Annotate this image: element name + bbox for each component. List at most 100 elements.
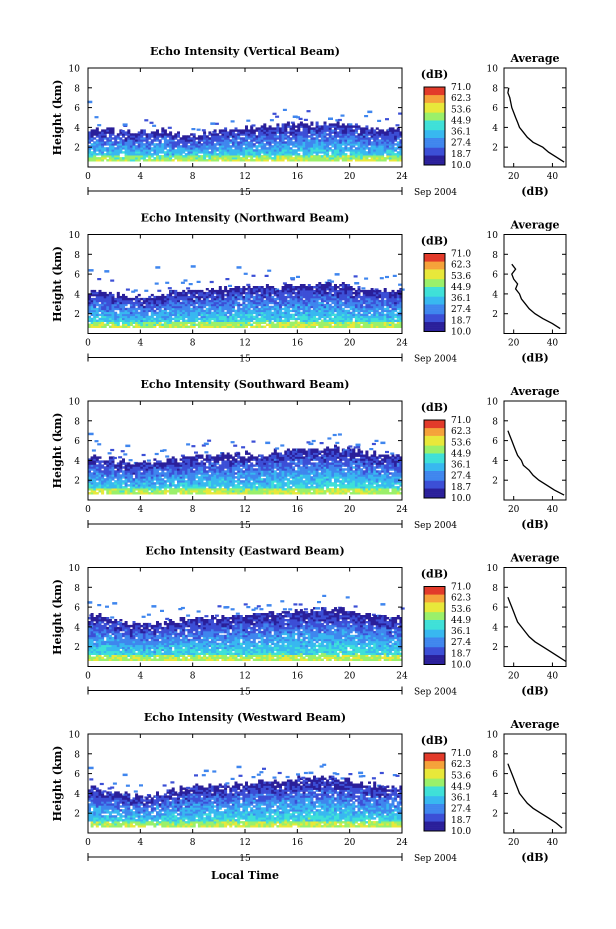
profile-y-tick-label: 2	[492, 144, 498, 154]
y-tick-label: 2	[74, 144, 80, 154]
colorbar-tick-label: 44.9	[451, 449, 471, 459]
x-tick-label: 20	[344, 672, 356, 682]
colorbar-unit: (dB)	[421, 68, 448, 81]
profile-x-tick-label: 20	[508, 838, 520, 848]
x-tick-label: 4	[137, 339, 143, 349]
profile-x-label: (dB)	[521, 851, 548, 864]
x-tick-label: 16	[292, 172, 304, 182]
x-tick-label: 16	[292, 838, 304, 848]
profile-y-tick-label: 4	[492, 290, 498, 300]
echo-outlier	[358, 771, 364, 775]
profile-x-label: (dB)	[521, 185, 548, 198]
profile-y-tick-label: 10	[487, 231, 499, 241]
echo-outlier	[315, 607, 320, 610]
date-month-label: Sep 2004	[414, 188, 457, 198]
profile-y-tick-label: 6	[492, 437, 498, 447]
y-tick-label: 8	[74, 251, 80, 261]
profile-y-tick-label: 8	[492, 251, 498, 261]
average-profile-line	[507, 87, 565, 163]
profile-y-tick-label: 4	[492, 623, 498, 633]
date-day-label: 15	[239, 355, 251, 365]
x-tick-label: 24	[396, 339, 408, 349]
y-axis-label: Height (km)	[51, 80, 64, 156]
y-tick-label: 4	[74, 457, 80, 467]
echo-outlier	[88, 269, 94, 272]
echo-outlier	[88, 432, 94, 436]
y-axis-label: Height (km)	[51, 746, 64, 822]
x-tick-label: 16	[292, 672, 304, 682]
profile-y-tick-label: 10	[487, 731, 499, 741]
profile-y-tick-label: 6	[492, 104, 498, 114]
x-tick-label: 20	[344, 339, 356, 349]
profile-y-tick-label: 8	[492, 750, 498, 760]
echo-outlier	[203, 769, 209, 773]
x-tick-label: 0	[85, 339, 91, 349]
date-day-label: 15	[239, 521, 251, 531]
panel-title: Echo Intensity (Eastward Beam)	[145, 545, 344, 558]
colorbar-tick-label: 53.6	[451, 438, 471, 448]
heatmap-cells	[88, 432, 403, 495]
y-tick-label: 2	[74, 810, 80, 820]
echo-outlier	[380, 603, 386, 606]
profile-y-tick-label: 4	[492, 790, 498, 800]
colorbar	[423, 752, 446, 832]
average-profile-line	[507, 763, 563, 829]
date-month-label: Sep 2004	[414, 355, 457, 365]
colorbar-tick-label: 27.4	[451, 305, 471, 315]
colorbar-tick-label: 53.6	[451, 272, 471, 282]
profile-y-tick-label: 6	[492, 770, 498, 780]
date-month-label: Sep 2004	[414, 521, 457, 531]
profile-x-tick-label: 40	[547, 672, 559, 682]
y-tick-label: 10	[69, 564, 81, 574]
echo-outlier	[88, 766, 94, 770]
x-tick-label: 4	[137, 838, 143, 848]
colorbar	[423, 419, 446, 499]
echo-outlier	[367, 110, 373, 114]
profile-y-tick-label: 2	[492, 310, 498, 320]
colorbar-tick-label: 18.7	[451, 316, 471, 326]
x-tick-label: 24	[396, 838, 408, 848]
x-tick-label: 8	[190, 172, 196, 182]
x-tick-label: 0	[85, 505, 91, 515]
x-tick-label: 0	[85, 672, 91, 682]
y-tick-label: 4	[74, 623, 80, 633]
colorbar-tick-label: 62.3	[451, 760, 471, 770]
profile-y-tick-label: 8	[492, 584, 498, 594]
colorbar-tick-label: 10.0	[451, 328, 471, 338]
y-tick-label: 4	[74, 124, 80, 134]
colorbar-tick-label: 62.3	[451, 261, 471, 271]
colorbar-tick-label: 62.3	[451, 427, 471, 437]
profile-x-label: (dB)	[521, 518, 548, 531]
x-tick-label: 12	[239, 838, 250, 848]
echo-outlier	[334, 273, 340, 276]
colorbar-tick-label: 53.6	[451, 105, 471, 115]
heatmap-cells	[88, 265, 405, 328]
echo-outlier	[87, 100, 93, 104]
x-tick-label: 8	[190, 838, 196, 848]
heatmap-cells	[87, 100, 403, 162]
date-month-label: Sep 2004	[414, 854, 457, 864]
colorbar-tick-label: 10.0	[451, 161, 471, 171]
profile-frame	[503, 733, 567, 834]
profile-y-tick-label: 8	[492, 84, 498, 94]
echo-outlier	[122, 773, 128, 777]
profile-y-tick-label: 4	[492, 124, 498, 134]
panel-title: Echo Intensity (Southward Beam)	[141, 378, 350, 391]
x-tick-label: 4	[137, 505, 143, 515]
colorbar-unit: (dB)	[421, 568, 448, 581]
colorbar-tick-label: 36.1	[451, 627, 471, 637]
average-profile-line	[507, 596, 567, 663]
echo-outlier	[354, 282, 360, 285]
colorbar-tick-label: 18.7	[451, 649, 471, 659]
echo-outlier	[190, 265, 196, 268]
profile-x-tick-label: 40	[547, 505, 559, 515]
y-tick-label: 10	[69, 231, 81, 241]
y-tick-label: 4	[74, 790, 80, 800]
colorbar-tick-label: 36.1	[451, 128, 471, 138]
colorbar-tick-label: 18.7	[451, 483, 471, 493]
